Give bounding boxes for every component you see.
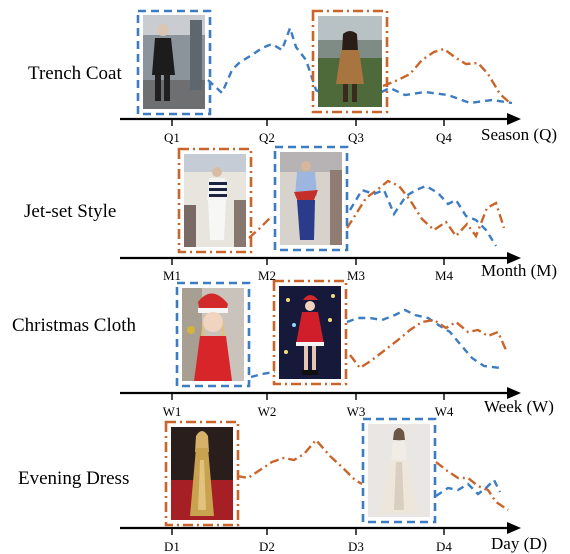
photo-frame-blue bbox=[273, 145, 349, 252]
trend-line-orange-evening-dress bbox=[236, 438, 509, 511]
trend-line-orange-jet-set-style bbox=[248, 179, 506, 239]
tick-label-d2: D2 bbox=[259, 539, 275, 554]
photo-frame-blue bbox=[361, 417, 437, 524]
tick-label-d4: D4 bbox=[436, 539, 452, 554]
photo-christmas-cloth-1 bbox=[182, 288, 244, 381]
row-label-christmas-cloth: Christmas Cloth bbox=[12, 315, 137, 336]
tick-label-w3: W3 bbox=[347, 404, 366, 419]
photo-trench-coat-1 bbox=[143, 15, 205, 109]
row-label-jet-set-style: Jet-set Style bbox=[24, 201, 116, 222]
axis-title-week: Week (W) bbox=[484, 397, 554, 416]
tick-label-w2: W2 bbox=[258, 404, 277, 419]
row-evening-dress: Evening Dress D1 D2 D3 D4 Day (D) bbox=[18, 417, 547, 554]
tick-label-d3: D3 bbox=[348, 539, 364, 554]
photo-evening-dress-1 bbox=[171, 427, 233, 520]
trend-line-blue-christmas-cloth bbox=[250, 308, 501, 379]
row-jet-set-style: Jet-set Style M1 M2 M3 M4 Month (M) bbox=[24, 145, 557, 283]
row-label-trench-coat: Trench Coat bbox=[28, 63, 122, 84]
trend-line-orange-trench-coat bbox=[382, 47, 511, 104]
row-label-evening-dress: Evening Dress bbox=[18, 468, 129, 489]
axis-arrow-evening-dress bbox=[507, 522, 521, 534]
tick-label-q1: Q1 bbox=[164, 130, 180, 145]
axis-arrow-christmas-cloth bbox=[507, 387, 521, 399]
axis-arrow-trench-coat bbox=[507, 113, 521, 125]
tick-label-m4: M4 bbox=[435, 268, 454, 283]
tick-label-w1: W1 bbox=[163, 404, 182, 419]
tick-label-m2: M2 bbox=[258, 268, 276, 283]
row-christmas-cloth: Christmas Cloth W1 W2 W3 W4 Week (W) bbox=[12, 279, 554, 419]
photo-frame-orange bbox=[164, 420, 240, 527]
row-trench-coat: Trench Coat Q1 Q2 Q3 Q4 Season (Q) bbox=[28, 9, 557, 145]
axis-title-month: Month (M) bbox=[481, 261, 557, 280]
axis-title-day: Day (D) bbox=[491, 534, 547, 553]
tick-label-m3: M3 bbox=[347, 268, 365, 283]
tick-label-q2: Q2 bbox=[259, 130, 275, 145]
photo-frame-blue bbox=[175, 281, 251, 388]
photo-trench-coat-2 bbox=[318, 16, 382, 107]
trend-line-blue-evening-dress bbox=[435, 477, 502, 497]
photo-jet-set-style-1 bbox=[184, 154, 246, 247]
photo-frame-blue bbox=[136, 9, 212, 116]
tick-label-q3: Q3 bbox=[348, 130, 364, 145]
tick-label-d1: D1 bbox=[164, 539, 180, 554]
axis-arrow-jet-set-style bbox=[507, 252, 521, 264]
tick-label-q4: Q4 bbox=[436, 130, 452, 145]
tick-label-m1: M1 bbox=[163, 268, 181, 283]
tick-label-w4: W4 bbox=[435, 404, 454, 419]
photo-frame-orange bbox=[177, 147, 253, 254]
photo-jet-set-style-2 bbox=[280, 152, 342, 245]
axis-title-season: Season (Q) bbox=[481, 125, 557, 144]
photo-frame-orange bbox=[272, 279, 348, 386]
photo-evening-dress-2 bbox=[368, 424, 430, 517]
photo-frame-orange bbox=[311, 9, 389, 114]
trend-line-blue-jet-set-style bbox=[348, 184, 498, 247]
trend-line-orange-christmas-cloth bbox=[349, 318, 508, 370]
photo-christmas-cloth-2 bbox=[279, 286, 341, 379]
trend-line-blue-trench-coat bbox=[207, 24, 513, 105]
